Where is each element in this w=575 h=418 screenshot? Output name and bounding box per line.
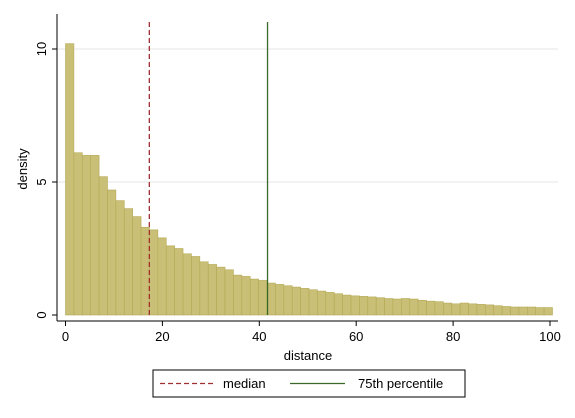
y-axis-title: density [15, 148, 30, 190]
histogram-bar [434, 301, 444, 316]
histogram-bar [182, 253, 192, 316]
histogram-bar [375, 297, 385, 316]
gridlines [57, 48, 558, 183]
histogram-bar [401, 298, 411, 316]
y-tick-label: 0 [34, 311, 49, 318]
histogram-bar [233, 274, 243, 316]
histogram-bar [342, 294, 352, 316]
histogram-bar [258, 280, 268, 316]
histogram-bars [65, 43, 553, 316]
histogram-bar [165, 245, 175, 316]
histogram-bar [157, 237, 167, 316]
histogram-bar [249, 278, 259, 316]
histogram-bar [81, 155, 91, 316]
x-tick-label: 80 [446, 329, 460, 344]
histogram-bar [275, 284, 285, 316]
x-tick-label: 60 [349, 329, 363, 344]
histogram-bar [468, 303, 478, 316]
x-tick-label: 100 [539, 329, 561, 344]
histogram-bar [485, 304, 495, 316]
legend: median 75th percentile [152, 369, 466, 398]
histogram-bar [199, 261, 209, 316]
histogram-bar [384, 298, 394, 316]
histogram-bar [333, 293, 343, 316]
x-tick-label: 40 [252, 329, 266, 344]
histogram-bar [501, 306, 511, 316]
x-tick-label: 20 [155, 329, 169, 344]
histogram-bar [459, 302, 469, 316]
histogram-bar [132, 216, 142, 316]
histogram-bar [174, 248, 184, 316]
y-tick-label: 10 [34, 42, 49, 56]
histogram-bar [392, 298, 402, 316]
histogram-bar [107, 189, 117, 316]
histogram-bar [216, 266, 226, 316]
histogram-bar [350, 295, 360, 316]
y-tick-label: 5 [34, 178, 49, 185]
histogram-bar [409, 298, 419, 316]
histogram-bar [493, 305, 503, 316]
x-axis-title: distance [284, 348, 332, 363]
histogram-bar [140, 226, 150, 316]
histogram-bar [65, 43, 75, 316]
histogram-bar [300, 288, 310, 316]
histogram-bar [535, 307, 545, 316]
histogram-bar [308, 289, 318, 316]
histogram-bar [98, 176, 108, 316]
histogram-bar [283, 285, 293, 316]
histogram-bar [325, 292, 335, 316]
histogram-bar [451, 303, 461, 316]
legend-median-label: median [223, 376, 266, 391]
histogram-bar [207, 264, 217, 316]
histogram-bar [543, 307, 553, 316]
histogram-bar [224, 269, 234, 316]
x-tick-label: 0 [62, 329, 69, 344]
histogram-bar [518, 306, 528, 316]
histogram-bar [510, 306, 520, 316]
reference-lines [148, 22, 269, 315]
histogram-bar [527, 306, 536, 316]
histogram-bar [90, 155, 100, 316]
histogram-bar [149, 229, 159, 316]
histogram-bar [476, 304, 486, 316]
histogram-bar [191, 256, 201, 316]
histogram-bar [417, 300, 427, 316]
histogram-bar [367, 296, 377, 316]
histogram-bar [317, 290, 327, 316]
histogram-bar [73, 152, 83, 316]
histogram-bar [241, 276, 251, 316]
histogram-bar [443, 302, 453, 316]
histogram-bar [426, 300, 436, 316]
histogram-bar [123, 208, 133, 316]
histogram-bar [291, 286, 301, 316]
legend-percentile-label: 75th percentile [358, 376, 443, 391]
histogram-bar [266, 282, 276, 316]
histogram-bar [359, 296, 369, 316]
histogram-bar [115, 200, 125, 316]
